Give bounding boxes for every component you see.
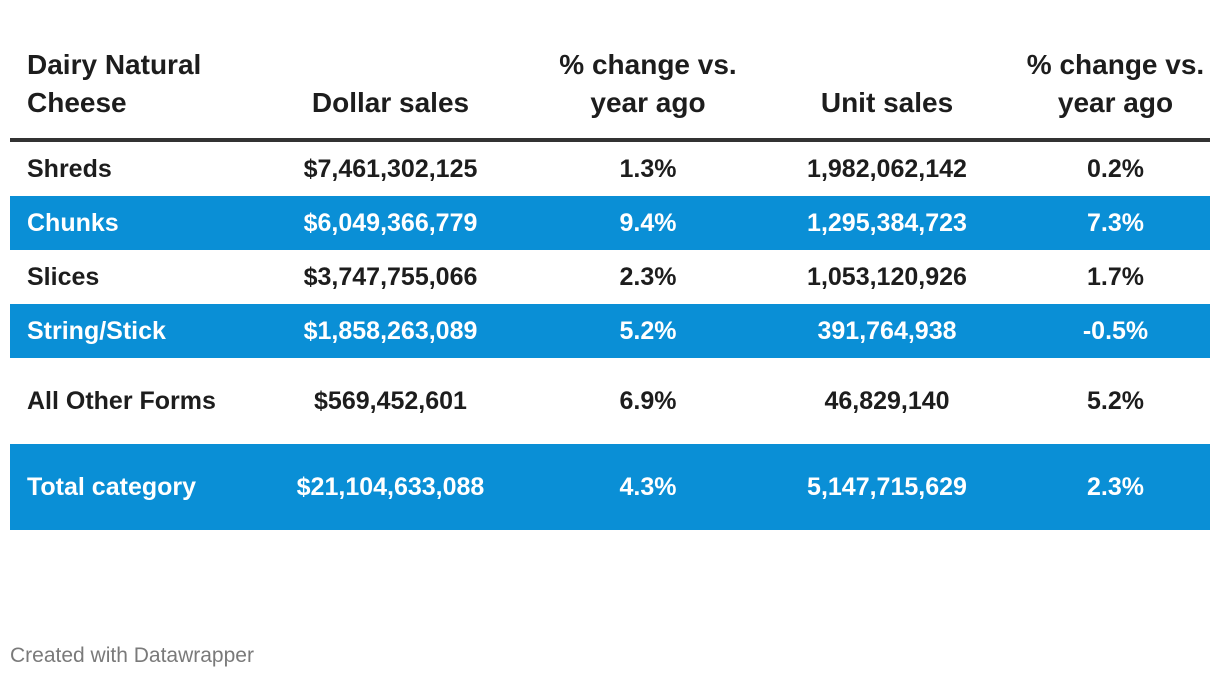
- cell-category: Slices: [27, 263, 100, 291]
- cell-category: Total category: [10, 444, 238, 530]
- cell-unit-sales: 1,295,384,723: [753, 196, 1021, 250]
- table-body: Shreds $7,461,302,125 1.3% 1,982,062,142 0.2…: [10, 140, 1210, 530]
- cell-dollar-sales: $569,452,601: [314, 387, 467, 415]
- column-header-unit-sales: Unit sales: [753, 40, 1021, 142]
- cell-unit-sales: 391,764,938: [753, 304, 1021, 358]
- cheese-sales-table: Dairy Natural Cheese Dollar sales % chan…: [10, 40, 1210, 530]
- cell-dollar-change: 1.3%: [619, 155, 677, 183]
- cell-unit-change: 7.3%: [1021, 196, 1210, 250]
- cell-unit-sales: 5,147,715,629: [753, 444, 1021, 530]
- cell-dollar-sales: $1,858,263,089: [238, 304, 543, 358]
- cell-unit-sales: 1,982,062,142: [807, 155, 967, 183]
- cell-unit-change: 0.2%: [1087, 155, 1144, 183]
- cell-category: String/Stick: [10, 304, 238, 358]
- cell-dollar-sales: $3,747,755,066: [303, 263, 478, 291]
- column-header-dollar-change: % change vs. year ago: [543, 40, 753, 142]
- cell-unit-change: 1.7%: [1087, 263, 1144, 291]
- data-table-container: Dairy Natural Cheese Dollar sales % chan…: [10, 40, 1210, 530]
- cell-unit-sales: 46,829,140: [824, 387, 950, 415]
- cell-unit-sales: 1,053,120,926: [807, 263, 967, 291]
- table-row: Shreds $7,461,302,125 1.3% 1,982,062,142 0.2…: [10, 140, 1210, 196]
- cell-dollar-change: 4.3%: [543, 444, 753, 530]
- column-header-category: Dairy Natural Cheese: [10, 40, 238, 142]
- datawrapper-credit: Created with Datawrapper: [10, 644, 254, 667]
- cell-unit-change: -0.5%: [1021, 304, 1210, 358]
- cell-category: Chunks: [10, 196, 238, 250]
- cell-category: Shreds: [27, 155, 112, 183]
- cell-dollar-change: 9.4%: [543, 196, 753, 250]
- table-row: All Other Forms $569,452,601 6.9% 46,829,14…: [10, 358, 1210, 444]
- table-row: Total category $21,104,633,088 4.3% 5,147,7…: [10, 444, 1210, 530]
- cell-category: All Other Forms: [27, 387, 216, 415]
- cell-dollar-change: 5.2%: [543, 304, 753, 358]
- cell-dollar-sales: $21,104,633,088: [238, 444, 543, 530]
- cell-dollar-sales: $7,461,302,125: [303, 155, 478, 183]
- cell-dollar-change: 2.3%: [619, 263, 677, 291]
- cell-unit-change: 5.2%: [1087, 387, 1144, 415]
- column-header-dollar-sales: Dollar sales: [238, 40, 543, 142]
- table-row: Chunks $6,049,366,779 9.4% 1,295,384,723 7.3…: [10, 196, 1210, 250]
- cell-unit-change: 2.3%: [1021, 444, 1210, 530]
- column-header-unit-change: % change vs. year ago: [1021, 40, 1210, 142]
- table-row: String/Stick $1,858,263,089 5.2% 391,764,93…: [10, 304, 1210, 358]
- header-row: Dairy Natural Cheese Dollar sales % chan…: [10, 40, 1210, 142]
- cell-dollar-change: 6.9%: [619, 387, 677, 415]
- cell-dollar-sales: $6,049,366,779: [238, 196, 543, 250]
- table-row: Slices $3,747,755,066 2.3% 1,053,120,926 1.7…: [10, 250, 1210, 304]
